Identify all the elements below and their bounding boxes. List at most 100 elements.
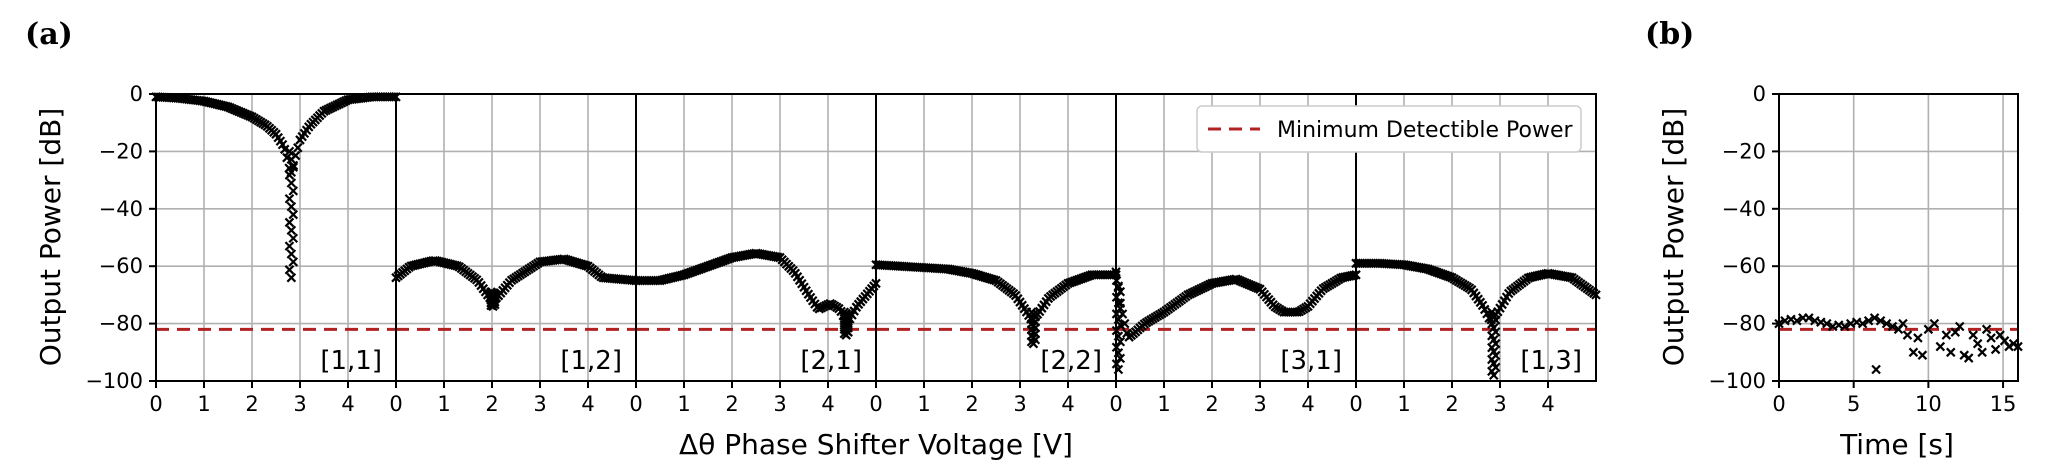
x-tick-label: 0 (149, 392, 162, 416)
subplot-22: 0 1 2 3 4 [2,2] (869, 93, 1121, 416)
marker-stroke (1898, 318, 1908, 329)
y-tick-label: −20 (99, 139, 143, 163)
marker-stroke (770, 252, 781, 262)
marker-stroke (293, 142, 303, 153)
data-point (2008, 338, 2019, 349)
marker-stroke (1875, 315, 1886, 326)
marker-stroke (1565, 272, 1575, 283)
panel-b-frame (1778, 93, 2019, 382)
marker-stroke (1487, 307, 1497, 317)
marker-stroke (1780, 315, 1790, 326)
marker-stroke (1115, 303, 1126, 314)
subplot-label: [1,3] (1520, 346, 1582, 376)
marker-stroke (1887, 321, 1898, 332)
legend: Minimum Detectible Power (1196, 105, 1582, 153)
marker-stroke (1115, 286, 1126, 297)
marker-stroke (212, 99, 222, 110)
x-tick-label: 5 (1847, 392, 1860, 416)
panel-b-tag: (b) (1645, 17, 1694, 52)
subplot-frame (875, 93, 1117, 382)
data-point (1898, 318, 1908, 329)
x-tick-label: 3 (533, 392, 546, 416)
data-point (288, 209, 299, 220)
data-point (1881, 318, 1892, 329)
marker-stroke (1929, 318, 1940, 329)
marker-stroke (1839, 321, 1850, 332)
data-point (1115, 286, 1126, 297)
x-tick-label: 0 (1349, 392, 1362, 416)
marker-stroke (277, 139, 288, 150)
subplot-label: [3,1] (1280, 346, 1342, 376)
data-point (773, 252, 783, 262)
marker-stroke (286, 154, 297, 165)
marker-stroke (1977, 347, 1987, 358)
data-point (286, 178, 297, 188)
data-point (286, 201, 297, 212)
marker-stroke (1115, 353, 1126, 364)
marker-stroke (1421, 263, 1431, 274)
y-tick-label: −80 (1722, 312, 1766, 336)
data-point (1981, 324, 1992, 335)
x-tick-label: 3 (773, 392, 786, 416)
marker-stroke (1954, 321, 1965, 332)
marker-stroke (284, 265, 295, 275)
marker-stroke (1487, 319, 1497, 329)
x-tick-label: 1 (1157, 392, 1170, 416)
data-point (1822, 318, 1832, 329)
marker-stroke (2004, 341, 2014, 352)
subplot-label: [2,1] (800, 346, 862, 376)
marker-stroke (1488, 346, 1499, 357)
x-tick-label: 2 (1205, 392, 1218, 416)
subplot-frame (635, 93, 877, 382)
data-point (1792, 315, 1802, 326)
marker-stroke (288, 186, 299, 196)
marker-stroke (1488, 370, 1499, 381)
marker-stroke (1995, 330, 2005, 340)
marker-stroke (1917, 350, 1928, 360)
x-tick-label: 3 (293, 392, 306, 416)
subplot-frame (1355, 93, 1597, 382)
data-point (284, 146, 295, 157)
panel-b-time-trace: 0 5 10 15 0 −20 −40 −60 −80 −100 (1708, 82, 2023, 416)
panel-a-y-axis-title: Output Power [dB] (34, 108, 67, 367)
subplot-11: 0 1 2 3 4 [1,1] (149, 92, 401, 416)
y-tick-label: 0 (130, 82, 143, 106)
marker-stroke (1941, 330, 1952, 340)
marker-stroke (1913, 333, 1923, 343)
subplot-label: [1,2] (560, 346, 622, 376)
data-point (1908, 347, 1919, 358)
x-tick-label: 3 (1253, 392, 1266, 416)
marker-stroke (1028, 338, 1039, 349)
x-tick-label: 2 (725, 392, 738, 416)
marker-stroke (1487, 366, 1497, 377)
marker-stroke (488, 301, 498, 312)
marker-stroke (432, 256, 443, 266)
data-point (1902, 330, 1913, 340)
marker-stroke (1963, 353, 1974, 363)
data-point (284, 241, 295, 251)
marker-stroke (1845, 318, 1856, 329)
marker-stroke (965, 268, 975, 278)
panel-b-x-axis-title: Time [s] (1839, 428, 1954, 461)
marker-stroke (1488, 334, 1499, 345)
data-point (286, 272, 297, 283)
data-point (284, 170, 295, 180)
marker-stroke (1418, 263, 1429, 274)
data-point (1954, 321, 1965, 332)
subplot-31: 0 1 2 3 4 [3,1] (1109, 93, 1361, 416)
marker-stroke (447, 260, 458, 270)
data-point (1115, 320, 1126, 330)
marker-stroke (286, 201, 297, 212)
y-tick-label: −20 (1722, 139, 1766, 163)
marker-stroke (288, 257, 299, 267)
marker-stroke (288, 162, 299, 172)
marker-stroke (1881, 318, 1892, 329)
marker-stroke (221, 101, 231, 112)
marker-stroke (1863, 315, 1874, 326)
marker-stroke (1822, 318, 1832, 329)
x-tick-label: 0 (629, 392, 642, 416)
marker-stroke (1792, 315, 1802, 326)
data-point (1869, 313, 1880, 323)
legend-box (1196, 105, 1582, 153)
marker-stroke (288, 233, 299, 243)
